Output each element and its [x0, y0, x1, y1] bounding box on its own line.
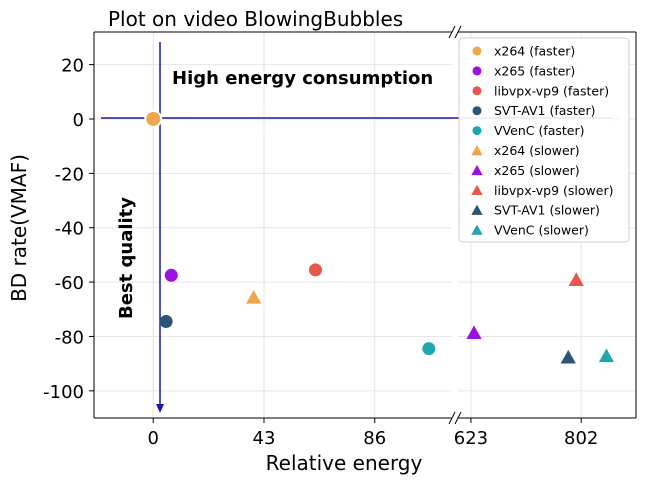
y-tick-label: -20	[55, 164, 84, 185]
legend: x264 (faster) x265 (faster) libvpx-vp9 (fa…	[458, 37, 630, 243]
x-tick-label: 623	[454, 428, 488, 449]
point-svt-av1-slower	[560, 349, 576, 364]
legend-label-vvenc-slower: VVenC (slower)	[494, 223, 589, 238]
x-tick-label: 43	[253, 428, 276, 449]
legend-marker-x265-slower	[471, 164, 483, 176]
x-tick-label: 86	[363, 428, 386, 449]
y-tick-label: 20	[61, 56, 84, 77]
legend-label-x264-faster: x264 (faster)	[494, 44, 575, 59]
y-tick-label: -80	[55, 327, 84, 348]
legend-label-x265-slower: x265 (slower)	[494, 163, 580, 178]
legend-marker-x265-faster	[472, 66, 482, 76]
legend-label-svt-av1-slower: SVT-AV1 (slower)	[494, 203, 600, 218]
data-points	[144, 109, 615, 364]
legend-marker-x264-slower	[471, 145, 483, 156]
x-tick-label: 0	[148, 428, 159, 449]
y-axis-label: BD rate(VMAF)	[7, 154, 31, 302]
legend-marker-libvpx-vp9-faster	[472, 86, 482, 96]
annotation-high-energy: High energy consumption	[172, 68, 433, 89]
point-libvpx-vp9-faster	[308, 263, 322, 277]
legend-label-x265-faster: x265 (faster)	[494, 63, 575, 78]
vertical-arrowhead	[156, 404, 164, 413]
legend-marker-vvenc-slower	[471, 224, 483, 235]
y-tick-label: -100	[43, 382, 84, 403]
legend-marker-x264-faster	[472, 46, 482, 56]
legend-label-libvpx-vp9-faster: libvpx-vp9 (faster)	[494, 83, 609, 98]
legend-label-libvpx-vp9-slower: libvpx-vp9 (slower)	[494, 183, 613, 198]
chart-title: Plot on video BlowingBubbles	[108, 7, 403, 31]
legend-marker-svt-av1-slower	[471, 204, 483, 215]
point-libvpx-vp9-slower	[568, 272, 584, 286]
legend-marker-svt-av1-faster	[472, 106, 482, 116]
point-svt-av1-faster	[159, 315, 173, 328]
point-vvenc-slower	[598, 348, 615, 363]
point-x265-slower	[466, 325, 482, 339]
annotation-best-quality: Best quality	[116, 197, 137, 319]
legend-label-vvenc-faster: VVenC (faster)	[494, 123, 585, 138]
legend-label-svt-av1-faster: SVT-AV1 (faster)	[494, 103, 596, 118]
point-x264-slower	[246, 290, 262, 304]
reference-point	[144, 109, 163, 128]
y-tick-label: -60	[55, 273, 84, 294]
axes	[93, 25, 637, 425]
point-vvenc-faster	[422, 342, 436, 356]
legend-box	[458, 37, 630, 243]
legend-label-x264-slower: x264 (slower)	[494, 143, 580, 158]
legend-marker-vvenc-faster	[472, 126, 482, 136]
axis-break-marks	[448, 25, 462, 425]
legend-marker-libvpx-vp9-slower	[471, 184, 483, 195]
x-tick-label: 802	[564, 428, 598, 449]
ticks: 20 0 -20 -40 -60 -80 -100 0 43 86 623 802	[43, 56, 598, 449]
x-axis-label: Relative energy	[266, 451, 423, 475]
y-tick-label: -40	[55, 219, 84, 240]
point-x265-faster	[164, 268, 178, 282]
y-tick-label: 0	[73, 110, 84, 131]
